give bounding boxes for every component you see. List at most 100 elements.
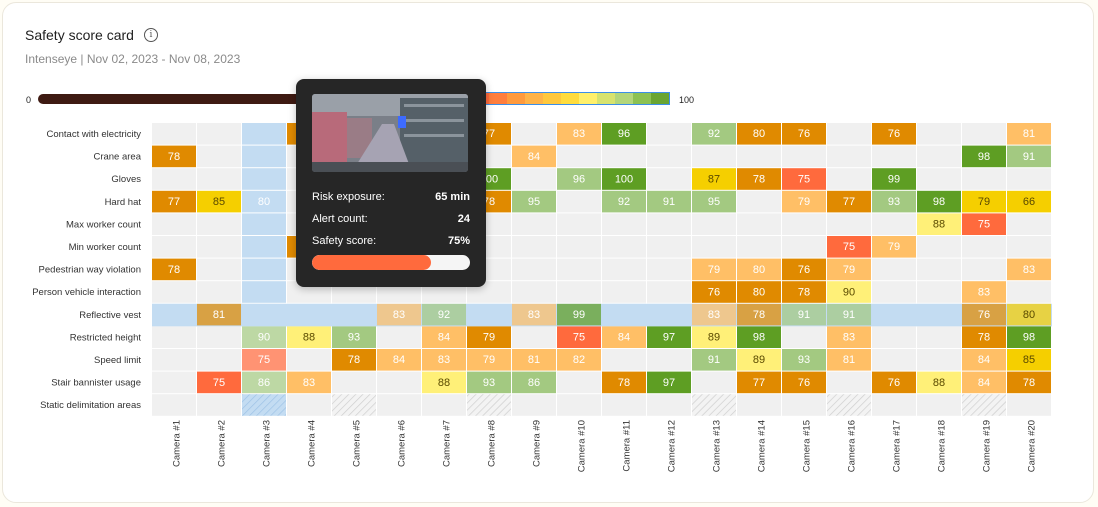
heatmap-cell[interactable] xyxy=(602,371,646,394)
heatmap-cell[interactable] xyxy=(827,168,871,190)
heatmap-cell[interactable] xyxy=(647,236,691,258)
heatmap-cell[interactable] xyxy=(692,394,736,416)
heatmap-cell[interactable] xyxy=(377,371,421,394)
heatmap-cell[interactable] xyxy=(332,349,376,371)
heatmap-cell[interactable] xyxy=(152,145,196,168)
heatmap-cell[interactable] xyxy=(512,281,556,303)
heatmap-cell[interactable] xyxy=(197,281,241,303)
heatmap-cell[interactable] xyxy=(692,371,736,394)
heatmap-cell[interactable] xyxy=(152,349,196,371)
heatmap-cell[interactable] xyxy=(962,190,1006,213)
heatmap-cell[interactable] xyxy=(692,145,736,168)
heatmap-cell[interactable] xyxy=(782,168,826,190)
heatmap-cell[interactable] xyxy=(242,349,286,371)
heatmap-cell[interactable] xyxy=(1007,236,1051,258)
heatmap-cell[interactable] xyxy=(962,168,1006,190)
heatmap-cell[interactable] xyxy=(737,145,781,168)
heatmap-cell[interactable] xyxy=(602,281,646,303)
heatmap-cell[interactable] xyxy=(197,326,241,348)
heatmap-cell[interactable] xyxy=(467,303,511,326)
heatmap-cell[interactable] xyxy=(1007,349,1051,371)
heatmap-cell[interactable] xyxy=(827,349,871,371)
heatmap-cell[interactable] xyxy=(647,123,691,145)
heatmap-cell[interactable] xyxy=(152,236,196,258)
heatmap-cell[interactable] xyxy=(917,281,961,303)
heatmap-cell[interactable] xyxy=(917,145,961,168)
heatmap-cell[interactable] xyxy=(782,145,826,168)
heatmap-cell[interactable] xyxy=(692,123,736,145)
heatmap-cell[interactable] xyxy=(467,349,511,371)
heatmap-cell[interactable] xyxy=(692,303,736,326)
heatmap-cell[interactable] xyxy=(782,371,826,394)
heatmap-cell[interactable] xyxy=(647,326,691,348)
heatmap-cell[interactable] xyxy=(512,394,556,416)
heatmap-cell[interactable] xyxy=(1007,190,1051,213)
heatmap-cell[interactable] xyxy=(1007,326,1051,348)
heatmap-cell[interactable] xyxy=(917,168,961,190)
heatmap-cell[interactable] xyxy=(782,213,826,235)
heatmap-cell[interactable] xyxy=(827,258,871,281)
heatmap-cell[interactable] xyxy=(737,168,781,190)
heatmap-cell[interactable] xyxy=(602,394,646,416)
heatmap-cell[interactable] xyxy=(152,394,196,416)
heatmap-cell[interactable] xyxy=(962,371,1006,394)
heatmap-cell[interactable] xyxy=(287,303,331,326)
heatmap-cell[interactable] xyxy=(917,213,961,235)
heatmap-cell[interactable] xyxy=(827,326,871,348)
heatmap-cell[interactable] xyxy=(197,394,241,416)
heatmap-cell[interactable] xyxy=(197,168,241,190)
heatmap-cell[interactable] xyxy=(917,236,961,258)
heatmap-cell[interactable] xyxy=(737,236,781,258)
heatmap-cell[interactable] xyxy=(152,371,196,394)
info-icon[interactable]: i xyxy=(144,28,158,42)
heatmap-cell[interactable] xyxy=(782,281,826,303)
heatmap-cell[interactable] xyxy=(332,394,376,416)
heatmap-cell[interactable] xyxy=(1007,303,1051,326)
heatmap-cell[interactable] xyxy=(242,236,286,258)
heatmap-cell[interactable] xyxy=(332,326,376,348)
heatmap-cell[interactable] xyxy=(692,326,736,348)
heatmap-cell[interactable] xyxy=(377,394,421,416)
heatmap-cell[interactable] xyxy=(962,349,1006,371)
heatmap-cell[interactable] xyxy=(287,349,331,371)
heatmap-cell[interactable] xyxy=(1007,281,1051,303)
heatmap-cell[interactable] xyxy=(827,213,871,235)
heatmap-cell[interactable] xyxy=(512,236,556,258)
heatmap-cell[interactable] xyxy=(827,236,871,258)
heatmap-cell[interactable] xyxy=(557,168,601,190)
heatmap-cell[interactable] xyxy=(917,190,961,213)
heatmap-cell[interactable] xyxy=(197,236,241,258)
heatmap-cell[interactable] xyxy=(557,394,601,416)
heatmap-cell[interactable] xyxy=(557,371,601,394)
heatmap-cell[interactable] xyxy=(962,236,1006,258)
heatmap-cell[interactable] xyxy=(917,258,961,281)
heatmap-cell[interactable] xyxy=(557,326,601,348)
heatmap-cell[interactable] xyxy=(782,326,826,348)
heatmap-cell[interactable] xyxy=(242,168,286,190)
heatmap-cell[interactable] xyxy=(512,326,556,348)
heatmap-cell[interactable] xyxy=(242,190,286,213)
heatmap-cell[interactable] xyxy=(377,303,421,326)
heatmap-cell[interactable] xyxy=(872,326,916,348)
heatmap-cell[interactable] xyxy=(737,213,781,235)
heatmap-cell[interactable] xyxy=(242,303,286,326)
heatmap-cell[interactable] xyxy=(197,190,241,213)
heatmap-cell[interactable] xyxy=(242,394,286,416)
heatmap-cell[interactable] xyxy=(1007,394,1051,416)
heatmap-cell[interactable] xyxy=(917,326,961,348)
heatmap-cell[interactable] xyxy=(602,326,646,348)
heatmap-cell[interactable] xyxy=(917,371,961,394)
heatmap-cell[interactable] xyxy=(242,326,286,348)
heatmap-cell[interactable] xyxy=(827,145,871,168)
heatmap-cell[interactable] xyxy=(422,303,466,326)
heatmap-cell[interactable] xyxy=(962,213,1006,235)
heatmap-cell[interactable] xyxy=(737,303,781,326)
heatmap-cell[interactable] xyxy=(1007,371,1051,394)
heatmap-cell[interactable] xyxy=(917,349,961,371)
heatmap-cell[interactable] xyxy=(917,394,961,416)
heatmap-cell[interactable] xyxy=(557,190,601,213)
heatmap-cell[interactable] xyxy=(152,168,196,190)
heatmap-cell[interactable] xyxy=(917,303,961,326)
heatmap-cell[interactable] xyxy=(872,258,916,281)
heatmap-cell[interactable] xyxy=(647,213,691,235)
